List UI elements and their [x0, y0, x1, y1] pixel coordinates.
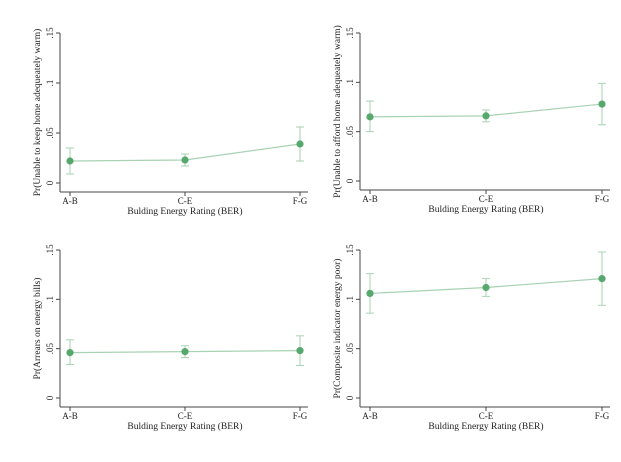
y-axis-title: Pr(Composite indicator energy poor): [332, 259, 343, 399]
data-point: [366, 289, 374, 298]
y-tick-label: .05: [345, 343, 355, 355]
y-tick-label: .15: [345, 27, 355, 39]
chart-panel-3: 0 .05 .1 .15 A-B C-E F-G Bulding Energy Rating …: [32, 244, 308, 432]
data-point: [296, 140, 304, 148]
data-point: [482, 283, 490, 292]
chart-panel-1: 0 .05 .1 .15 A-B C-E F-G Bulding Energy Rating …: [32, 27, 308, 217]
x-tick-label: F-G: [293, 411, 308, 421]
data-point: [366, 113, 374, 121]
y-tick-label: .1: [45, 80, 55, 87]
x-tick-label: A-B: [62, 196, 78, 206]
x-tick-label: F-G: [595, 194, 610, 204]
y-tick-label: .1: [345, 79, 355, 86]
y-axis-title: Pr(Unable to afford home adequeately war…: [332, 25, 343, 198]
data-point: [181, 348, 189, 356]
x-axis-title: Bulding Energy Rating (BER): [428, 421, 543, 432]
x-tick-label: F-G: [293, 196, 308, 206]
x-tick-label: A-B: [362, 411, 378, 421]
y-axis-title: Pr(Unable to keep home adequeately warm): [32, 29, 43, 197]
y-tick-label: 0: [345, 395, 355, 400]
x-tick-label: C-E: [178, 411, 193, 421]
data-point: [482, 112, 490, 120]
chart-panel-2: 0 .05 .1 .15 A-B C-E F-G Bulding Energy Rating …: [332, 25, 610, 215]
data-point: [181, 156, 189, 164]
x-tick-label: F-G: [595, 411, 610, 421]
y-tick-label: .05: [45, 343, 55, 355]
chart-panel-4: 0 .05 .1 .15 A-B C-E F-G Bulding Energy Rating …: [332, 244, 610, 432]
data-point: [598, 275, 606, 283]
data-point: [66, 157, 74, 165]
x-tick-label: A-B: [362, 194, 378, 204]
y-tick-label: .1: [345, 296, 355, 303]
x-tick-label: C-E: [178, 196, 193, 206]
data-point: [66, 349, 74, 357]
y-axis-title: Pr(Arrears on energy bills): [32, 278, 43, 380]
y-tick-label: .05: [345, 126, 355, 138]
y-tick-label: .15: [345, 244, 355, 256]
y-tick-label: 0: [45, 180, 55, 185]
y-tick-label: 0: [45, 395, 55, 400]
x-axis-title: Bulding Energy Rating (BER): [127, 421, 242, 432]
data-point: [598, 100, 606, 108]
y-tick-label: .15: [45, 27, 55, 39]
data-point: [296, 347, 304, 355]
y-tick-label: 0: [345, 178, 355, 183]
x-axis-title: Bulding Energy Rating (BER): [428, 204, 543, 215]
x-axis-title: Bulding Energy Rating (BER): [127, 206, 242, 217]
x-tick-label: A-B: [62, 411, 78, 421]
y-tick-label: .05: [45, 127, 55, 139]
y-tick-label: .15: [45, 244, 55, 256]
x-tick-label: C-E: [479, 194, 494, 204]
y-tick-label: .1: [45, 296, 55, 303]
x-tick-label: C-E: [479, 411, 494, 421]
